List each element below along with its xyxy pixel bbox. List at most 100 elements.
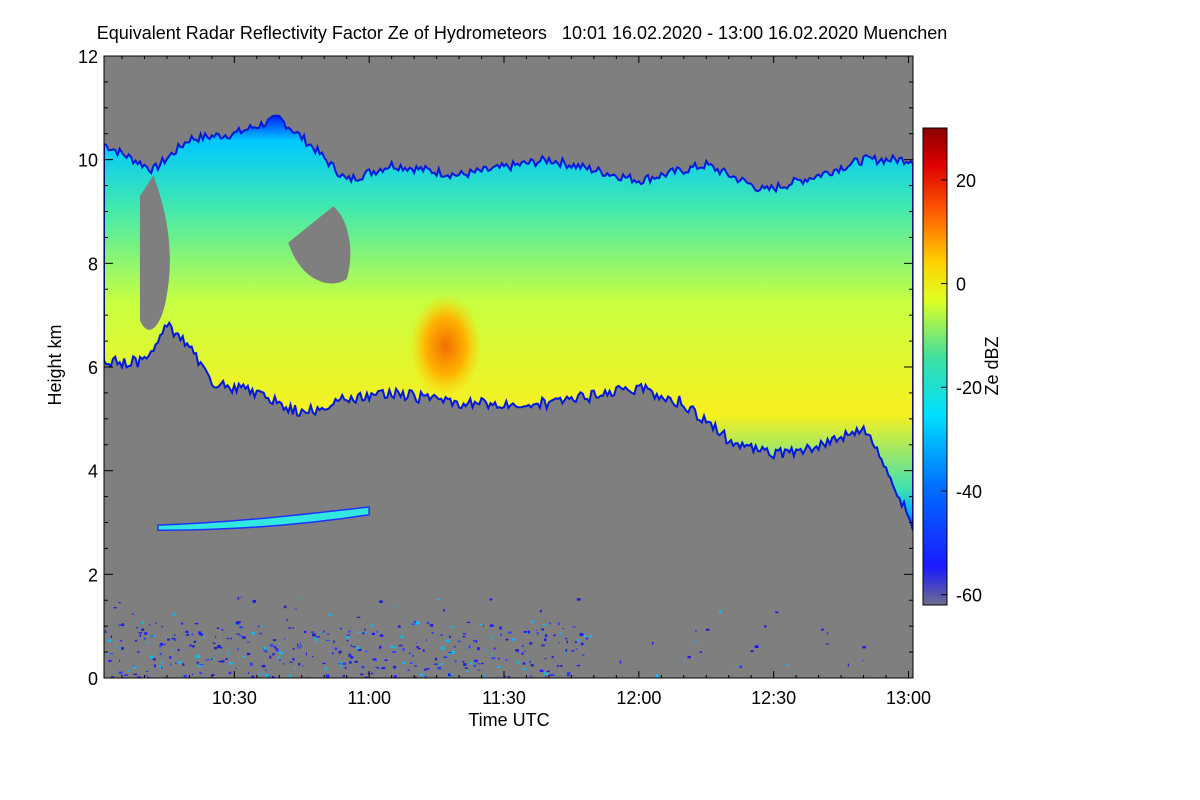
clutter-point [365, 631, 367, 634]
colorbar-tick-label: -20 [956, 378, 982, 398]
clutter-point [450, 626, 455, 628]
clutter-point [154, 634, 156, 637]
clutter-point [507, 676, 511, 678]
clutter-point [375, 666, 378, 669]
clutter-point [362, 632, 365, 635]
clutter-point [173, 638, 177, 641]
clutter-point [541, 628, 544, 631]
clutter-point [113, 607, 117, 609]
clutter-point [374, 659, 377, 661]
clutter-point [354, 660, 358, 663]
clutter-point [196, 661, 200, 664]
y-tick-label: 10 [78, 151, 98, 171]
clutter-point [474, 659, 478, 663]
clutter-point [346, 639, 349, 642]
clutter-point [269, 644, 274, 647]
clutter-point [236, 633, 240, 635]
clutter-point [297, 597, 299, 599]
clutter-point [349, 661, 352, 664]
clutter-point [152, 658, 156, 661]
clutter-point [425, 639, 427, 641]
clutter-point [527, 630, 531, 634]
clutter-point [390, 645, 394, 648]
clutter-point [364, 676, 368, 678]
clutter-point [143, 637, 146, 640]
clutter-point [212, 657, 215, 660]
clutter-point [237, 596, 240, 600]
colorbar-tick-label: -40 [956, 482, 982, 502]
clutter-point [356, 631, 361, 633]
clutter-point [228, 671, 232, 673]
clutter-point [559, 632, 562, 635]
clutter-point [431, 632, 434, 634]
clutter-point [448, 652, 453, 654]
clutter-point [531, 620, 535, 623]
clutter-point [523, 631, 527, 633]
clutter-point [225, 658, 228, 660]
clutter-point [577, 639, 580, 642]
clutter-point [589, 635, 592, 638]
clutter-point [198, 631, 202, 634]
clutter-point [326, 639, 330, 641]
clutter-point [261, 665, 266, 668]
x-axis: 10:30 11:00 11:30 12:00 12:30 13:00 [121, 56, 931, 708]
clutter-point [219, 647, 223, 649]
clutter-point [393, 665, 397, 669]
reflectivity-core [409, 294, 482, 399]
clutter-point [443, 609, 445, 612]
clutter-point [251, 632, 255, 635]
clutter-point [185, 630, 189, 633]
clutter-point [171, 638, 175, 640]
clutter-point [163, 643, 166, 646]
clutter-point [135, 627, 139, 629]
clutter-point [159, 665, 162, 669]
clutter-point [445, 639, 450, 642]
clutter-point [299, 642, 301, 644]
clutter-point [216, 627, 220, 629]
near-surface-clutter [104, 596, 866, 678]
clutter-point [475, 640, 478, 643]
clutter-point [259, 632, 263, 635]
clutter-point [149, 624, 151, 626]
clutter-point [275, 649, 279, 652]
clutter-point [195, 654, 200, 658]
clutter-point [527, 660, 529, 663]
clutter-point [203, 636, 205, 639]
clutter-point [529, 660, 531, 664]
clutter-point [294, 608, 298, 610]
clutter-point [324, 667, 327, 671]
clutter-point [312, 633, 316, 637]
clutter-point [473, 664, 476, 668]
clutter-point [155, 622, 157, 624]
clutter-point [530, 663, 534, 667]
clutter-point [272, 639, 277, 641]
clutter-point [571, 650, 575, 652]
clutter-point [414, 676, 417, 678]
clutter-point [402, 661, 406, 664]
clutter-point [440, 634, 443, 636]
clutter-point [342, 662, 347, 665]
clutter-point [311, 631, 315, 633]
clutter-point [147, 642, 150, 644]
clutter-point [150, 655, 154, 659]
clutter-point [539, 669, 544, 672]
clutter-point [175, 662, 177, 664]
clutter-point [328, 613, 332, 616]
clutter-point [551, 656, 554, 659]
clutter-point [356, 646, 360, 650]
clutter-point [466, 621, 471, 624]
clutter-point [279, 659, 281, 662]
clutter-point [191, 633, 193, 636]
cloud-gap [288, 206, 351, 284]
clutter-point [384, 659, 388, 661]
clutter-point [489, 635, 492, 637]
clutter-point [549, 674, 553, 676]
clutter-point [529, 642, 533, 645]
clutter-point [159, 652, 162, 655]
clutter-point [177, 648, 180, 652]
x-tick-label: 12:30 [751, 688, 796, 708]
clutter-point [344, 666, 347, 669]
clutter-point [263, 646, 267, 650]
clutter-point [340, 627, 342, 630]
